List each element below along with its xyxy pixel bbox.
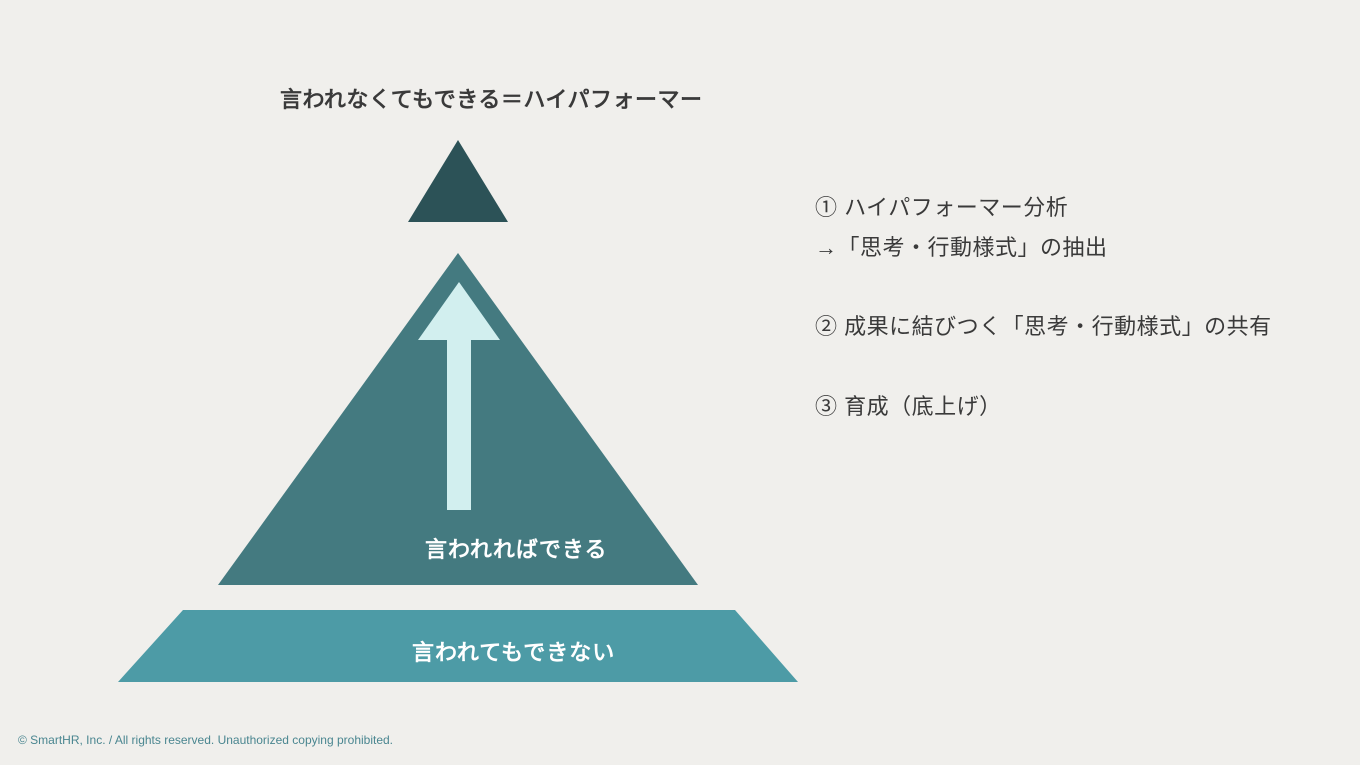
slide-container: 言われなくてもできる＝ハイパフォーマー 言われればできる 言われてもできない ①… bbox=[0, 0, 1360, 765]
bullet-1-line-1: ① ハイパフォーマー分析 bbox=[815, 188, 1272, 228]
footer-copyright: © SmartHR, Inc. / All rights reserved. U… bbox=[18, 733, 393, 747]
bullet-group-2: ② 成果に結びつく「思考・行動様式」の共有 bbox=[815, 307, 1272, 347]
pyramid-middle-label: 言われればできる bbox=[425, 532, 607, 564]
bullet-list: ① ハイパフォーマー分析 →「思考・行動様式」の抽出 ② 成果に結びつく「思考・… bbox=[815, 188, 1272, 426]
bullet-3-line-1: ③ 育成（底上げ） bbox=[815, 387, 1272, 427]
bullet-group-1: ① ハイパフォーマー分析 →「思考・行動様式」の抽出 bbox=[815, 188, 1272, 267]
bullet-2-line-1: ② 成果に結びつく「思考・行動様式」の共有 bbox=[815, 307, 1272, 347]
pyramid-top-triangle bbox=[408, 140, 508, 222]
bullet-group-3: ③ 育成（底上げ） bbox=[815, 387, 1272, 427]
pyramid-bottom-label: 言われてもできない bbox=[412, 635, 615, 667]
bullet-1-line-2: →「思考・行動様式」の抽出 bbox=[815, 228, 1272, 268]
arrow-shaft-icon bbox=[447, 335, 471, 510]
